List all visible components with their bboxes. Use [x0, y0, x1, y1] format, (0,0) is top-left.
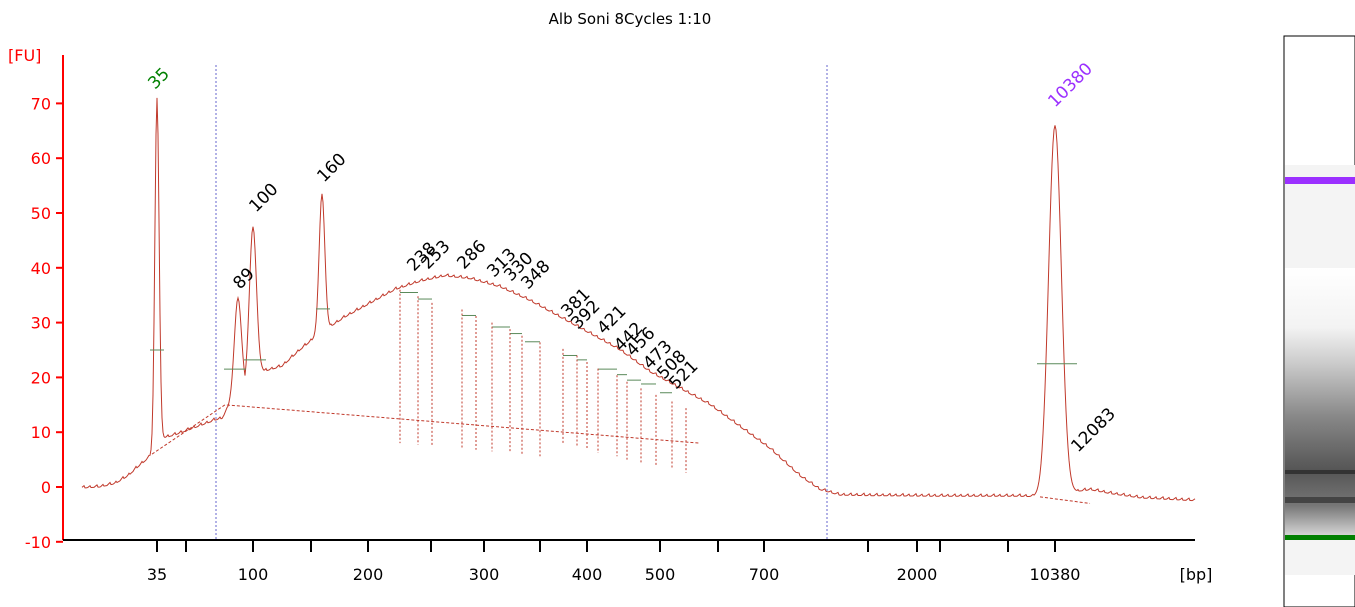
integration-baseline — [151, 404, 701, 455]
x-tick-label: 35 — [147, 565, 167, 584]
y-tick-label: 40 — [31, 259, 51, 278]
y-tick-label: 20 — [31, 368, 51, 387]
peak-label: 160 — [313, 149, 350, 186]
x-tick-label: 100 — [238, 565, 269, 584]
x-tick-label: 700 — [749, 565, 780, 584]
gel-lower-marker-band — [1285, 535, 1355, 540]
trace-layer — [81, 97, 1196, 504]
chart-title: Alb Soni 8Cycles 1:10 — [549, 10, 712, 28]
x-tick-label: 300 — [469, 565, 500, 584]
x-tick-label: 10380 — [1030, 565, 1081, 584]
y-tick-label: 30 — [31, 314, 51, 333]
axes — [62, 55, 1195, 541]
integration-baseline-upper — [1039, 496, 1091, 504]
gel-band — [1285, 497, 1355, 503]
x-axis-label: [bp] — [1180, 565, 1213, 584]
peak-layer: 35 10380891001602382532863133303483813924… — [144, 59, 1120, 473]
x-tick-label: 2000 — [897, 565, 938, 584]
y-axis-label: [FU] — [8, 46, 41, 65]
peak-label: 89 — [229, 264, 258, 293]
y-tick-label: 0 — [41, 478, 51, 497]
x-tick-label: 200 — [353, 565, 384, 584]
gel-band — [1285, 470, 1355, 474]
gel-image — [1283, 35, 1355, 607]
peak-label: 35 — [144, 64, 173, 93]
x-tick-label: 400 — [572, 565, 603, 584]
y-tick-label: 10 — [31, 423, 51, 442]
electropherogram-trace — [81, 97, 1196, 502]
peak-label: 12083 — [1067, 404, 1119, 456]
y-tick-label: 70 — [31, 94, 51, 113]
peak-label: 10380 — [1044, 59, 1096, 111]
gel-sample-smear — [1285, 268, 1355, 538]
gel-upper-marker-band — [1285, 177, 1355, 184]
y-tick-label: 50 — [31, 204, 51, 223]
y-ticks: -10 0 10 20 30 40 50 60 70 — [25, 94, 63, 552]
y-tick-label: -10 — [25, 533, 51, 552]
x-tick-label: 500 — [645, 565, 676, 584]
y-tick-label: 60 — [31, 149, 51, 168]
x-ticks: 35 100 200 300 400 500 700 2000 10380 — [147, 540, 1081, 584]
peak-label: 100 — [245, 179, 282, 216]
